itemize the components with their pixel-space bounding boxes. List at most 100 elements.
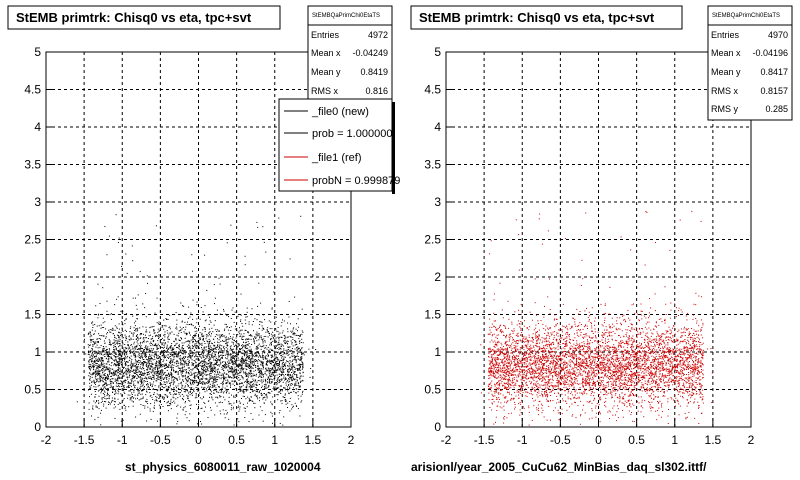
data-point [167,389,169,391]
data-point [91,361,93,363]
data-point [282,319,283,321]
data-point [130,363,132,365]
data-point [211,367,213,369]
data-point [132,335,134,337]
data-point [162,325,164,326]
data-point [104,370,105,372]
data-point [111,358,113,360]
data-point [110,352,112,354]
data-point [248,363,250,365]
data-point [284,340,286,342]
data-point [134,348,136,350]
data-point [125,313,127,315]
data-point [101,357,103,359]
data-point [291,376,293,378]
data-point [163,387,165,389]
data-point [293,390,295,392]
data-point [243,354,245,356]
data-point [155,363,157,364]
data-point [290,351,292,352]
data-point [171,374,173,376]
data-point [95,369,97,371]
data-point [271,403,273,405]
data-point [216,346,218,348]
data-point [108,378,110,380]
data-point [123,387,125,389]
data-point [176,405,178,407]
data-point [249,361,251,363]
data-point [138,376,139,378]
data-point [115,370,117,372]
data-point [187,344,189,346]
data-point [244,345,246,347]
data-point [108,375,109,377]
data-point [248,421,250,422]
data-point [165,363,167,365]
data-point [208,349,210,351]
data-point [94,396,96,398]
data-point [265,251,267,253]
data-point [261,410,263,412]
data-point [268,350,270,352]
data-point [121,321,123,323]
data-point [299,372,301,374]
data-point [114,394,116,395]
data-point [163,372,165,374]
data-point [260,302,262,304]
data-point [202,366,203,368]
data-point [215,369,217,371]
data-point [195,355,197,357]
data-point [118,365,120,366]
data-point [139,367,141,369]
data-point [141,393,143,395]
data-point [159,372,160,374]
data-point [299,386,301,388]
data-point [153,407,155,409]
data-point [93,366,95,368]
data-point [225,357,226,359]
data-point [277,331,279,333]
data-point [214,297,216,299]
data-point [282,330,284,332]
data-point [215,356,217,358]
data-point [109,353,111,355]
data-point [298,335,300,336]
data-point [102,380,104,382]
data-point [120,358,122,360]
data-point [280,352,282,354]
data-point [278,344,280,346]
data-point [235,344,236,346]
data-point [104,384,106,385]
data-point [128,386,130,388]
data-point [297,368,299,369]
data-point [116,364,118,366]
data-point [178,332,180,334]
data-point [246,341,247,343]
data-point [98,374,100,376]
data-point [116,342,118,344]
data-point [240,369,242,371]
data-point [208,345,210,347]
data-point [92,405,94,407]
data-point [302,362,304,364]
data-point [254,343,256,345]
data-point [158,376,159,378]
data-point [155,367,157,368]
data-point [272,371,274,373]
data-point [147,406,149,408]
data-point [188,340,190,342]
data-point [163,396,165,398]
data-point [292,374,294,376]
data-point [166,389,168,391]
data-point [226,391,227,393]
data-point [271,374,273,376]
chart-title: StEMB primtrk: Chisq0 vs eta, tpc+svt [16,10,252,25]
data-point [193,388,195,390]
data-point [288,378,290,380]
data-point [244,264,246,266]
data-point [246,359,248,361]
data-point [249,364,251,366]
data-point [246,389,248,391]
data-point [107,378,109,380]
data-point [239,372,241,374]
